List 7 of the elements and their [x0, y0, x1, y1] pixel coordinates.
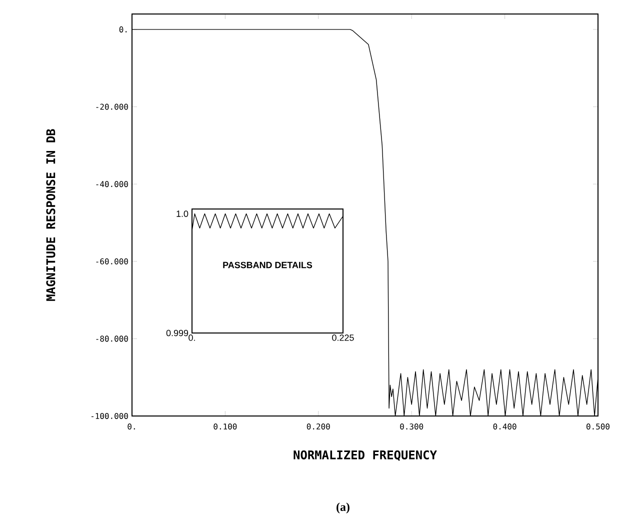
y-axis-title: MAGNITUDE RESPONSE IN DB	[46, 129, 56, 301]
x-tick-label: 0.225	[332, 334, 354, 341]
x-axis-title: NORMALIZED FREQUENCY	[294, 450, 437, 461]
text: PASSBAND DETAILS	[223, 262, 312, 268]
y-tick-label: 1.0	[176, 210, 188, 217]
text: (a)	[336, 502, 350, 514]
y-tick-label: 0.999	[166, 330, 188, 336]
